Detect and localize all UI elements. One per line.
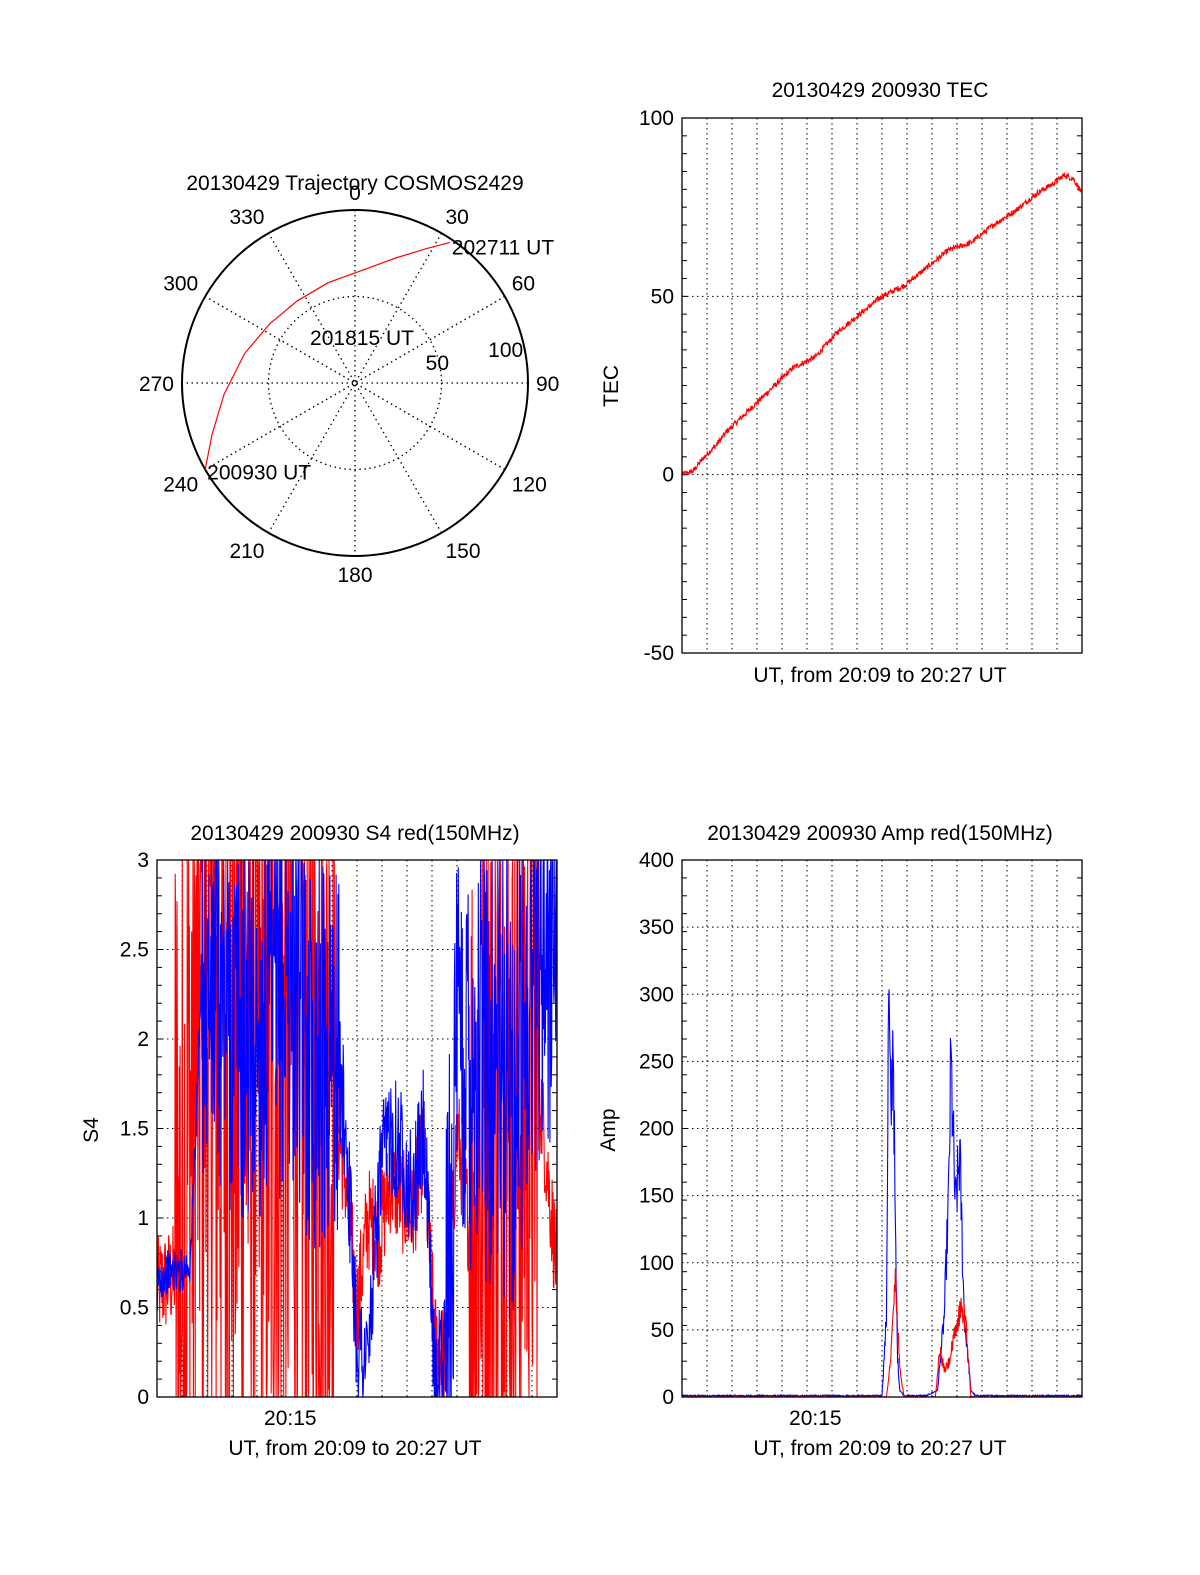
polar-angle-label: 210 <box>229 540 264 563</box>
y-tick-label: 0 <box>662 464 674 487</box>
y-tick-label: 350 <box>639 916 674 939</box>
polar-time-annotation: 202711 UT <box>452 236 555 259</box>
y-tick-label: 50 <box>651 285 674 308</box>
polar-spoke <box>267 232 443 534</box>
y-tick-label: 0.5 <box>120 1297 149 1320</box>
x-tick-label: 20:15 <box>789 1407 842 1430</box>
trajectory-title: 20130429 Trajectory COSMOS2429 <box>186 172 523 195</box>
polar-ring-label: 100 <box>488 339 523 362</box>
tec-xlabel: UT, from 20:09 to 20:27 UT <box>753 664 1006 687</box>
polar-time-annotation: 201815 UT <box>310 327 414 350</box>
polar-angle-label: 120 <box>512 474 547 497</box>
polar-angle-label: 270 <box>139 373 174 396</box>
y-tick-label: 100 <box>639 107 674 130</box>
polar-spoke <box>204 295 506 471</box>
y-tick-label: 100 <box>639 1252 674 1275</box>
y-tick-label: 1.5 <box>120 1118 149 1141</box>
polar-inner-ring <box>267 295 443 471</box>
polar-spoke <box>204 295 506 471</box>
x-tick-label: 20:15 <box>264 1407 317 1430</box>
polar-angle-label: 90 <box>536 373 559 396</box>
y-tick-label: 50 <box>651 1319 674 1342</box>
y-tick-label: 250 <box>639 1050 674 1073</box>
tec-title: 20130429 200930 TEC <box>772 79 989 102</box>
y-tick-label: 3 <box>137 849 149 872</box>
s4-panel: 20130429 200930 S4 red(150MHz) UT, from … <box>80 822 558 1460</box>
y-tick-label: 0 <box>662 1386 674 1409</box>
amp-ylabel: Amp <box>597 1108 620 1151</box>
trajectory-panel: 20130429 Trajectory COSMOS2429 0 30 60 90 12… <box>139 172 559 587</box>
y-tick-label: 0 <box>137 1386 149 1409</box>
trajectory-track <box>204 241 450 470</box>
polar-spoke <box>267 232 443 534</box>
y-tick-label: 200 <box>639 1118 674 1141</box>
polar-ring-label: 50 <box>426 352 449 375</box>
s4-title: 20130429 200930 S4 red(150MHz) <box>190 822 519 845</box>
y-tick-label: 300 <box>639 983 674 1006</box>
polar-angle-label: 330 <box>229 206 264 229</box>
polar-time-annotation: 200930 UT <box>207 462 311 485</box>
tec-panel: 20130429 200930 TEC UT, from 20:09 to 20… <box>600 79 1083 687</box>
y-tick-label: 2.5 <box>120 939 149 962</box>
s4-ylabel: S4 <box>80 1117 103 1143</box>
polar-angle-label: 30 <box>446 206 469 229</box>
amp-panel: 20130429 200930 Amp red(150MHz) UT, from… <box>597 822 1083 1460</box>
y-tick-label: -50 <box>644 642 674 665</box>
y-tick-label: 150 <box>639 1185 674 1208</box>
y-tick-label: 2 <box>137 1028 149 1051</box>
polar-outer-ring <box>181 209 529 557</box>
y-tick-label: 400 <box>639 849 674 872</box>
amp-title: 20130429 200930 Amp red(150MHz) <box>707 822 1053 845</box>
plot-frame <box>681 117 1083 654</box>
series-line <box>681 1268 1082 1399</box>
plot-frame <box>156 859 558 1398</box>
series-line <box>156 859 558 1398</box>
series-line <box>681 172 1083 476</box>
polar-angle-label: 150 <box>446 540 481 563</box>
s4-xlabel: UT, from 20:09 to 20:27 UT <box>228 1437 481 1460</box>
tec-ylabel: TEC <box>600 365 623 407</box>
y-tick-label: 1 <box>137 1207 149 1230</box>
amp-xlabel: UT, from 20:09 to 20:27 UT <box>753 1437 1006 1460</box>
polar-angle-label: 240 <box>163 474 198 497</box>
polar-angle-label: 60 <box>512 273 535 296</box>
polar-angle-label: 0 <box>349 182 361 205</box>
plot-frame <box>681 859 1083 1398</box>
polar-angle-label: 300 <box>163 273 198 296</box>
series-line <box>681 989 1083 1398</box>
polar-angle-label: 180 <box>337 564 372 587</box>
